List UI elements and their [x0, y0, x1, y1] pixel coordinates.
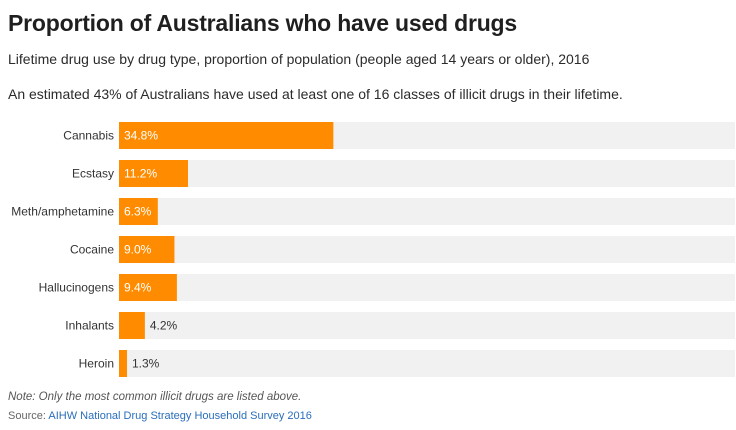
source-link[interactable]: AIHW National Drug Strategy Household Su… — [48, 410, 312, 422]
bar-track — [119, 236, 735, 263]
category-label: Hallucinogens — [39, 281, 114, 295]
chart-subtitle: Lifetime drug use by drug type, proporti… — [8, 51, 590, 67]
bar-track — [119, 274, 735, 301]
source-prefix: Source: — [8, 410, 49, 422]
bar-row: Cannabis 34.8% — [63, 122, 735, 149]
bar-row: Ecstasy 11.2% — [72, 160, 735, 187]
bar-row: Inhalants 4.2% — [65, 312, 735, 339]
category-label: Heroin — [79, 357, 114, 371]
value-label: 4.2% — [150, 319, 178, 333]
bar-row: Cocaine 9.0% — [70, 236, 735, 263]
bar[interactable] — [119, 350, 128, 377]
chart-title: Proportion of Australians who have used … — [8, 10, 517, 36]
value-label: 9.0% — [124, 243, 152, 257]
bar-track — [119, 160, 735, 187]
value-label: 6.3% — [124, 205, 152, 219]
category-label: Inhalants — [65, 319, 114, 333]
bar[interactable] — [119, 274, 177, 301]
bar[interactable] — [119, 236, 175, 263]
value-label: 9.4% — [124, 281, 152, 295]
chart-description: An estimated 43% of Australians have use… — [8, 86, 623, 102]
bar[interactable] — [119, 160, 188, 187]
bar-track — [119, 350, 735, 377]
bar-row: Meth/amphetamine 6.3% — [11, 198, 735, 225]
bar[interactable] — [119, 122, 334, 149]
bar[interactable] — [119, 312, 145, 339]
bar-row: Heroin 1.3% — [79, 350, 735, 377]
category-label: Cannabis — [63, 129, 114, 143]
value-label: 34.8% — [124, 129, 158, 143]
bar-track — [119, 312, 735, 339]
bar-chart: Cannabis 34.8% Ecstasy 11.2% Meth/amphetamin… — [11, 122, 735, 377]
bar-track — [119, 198, 735, 225]
chart-note: Note: Only the most common illicit drugs… — [8, 391, 302, 403]
category-label: Meth/amphetamine — [11, 205, 114, 219]
category-label: Ecstasy — [72, 167, 114, 181]
category-label: Cocaine — [70, 243, 114, 257]
value-label: 1.3% — [132, 357, 160, 371]
value-label: 11.2% — [124, 167, 157, 181]
chart-source: Source: AIHW National Drug Strategy Hous… — [8, 410, 312, 422]
bar-row: Hallucinogens 9.4% — [39, 274, 735, 301]
bar[interactable] — [119, 198, 158, 225]
